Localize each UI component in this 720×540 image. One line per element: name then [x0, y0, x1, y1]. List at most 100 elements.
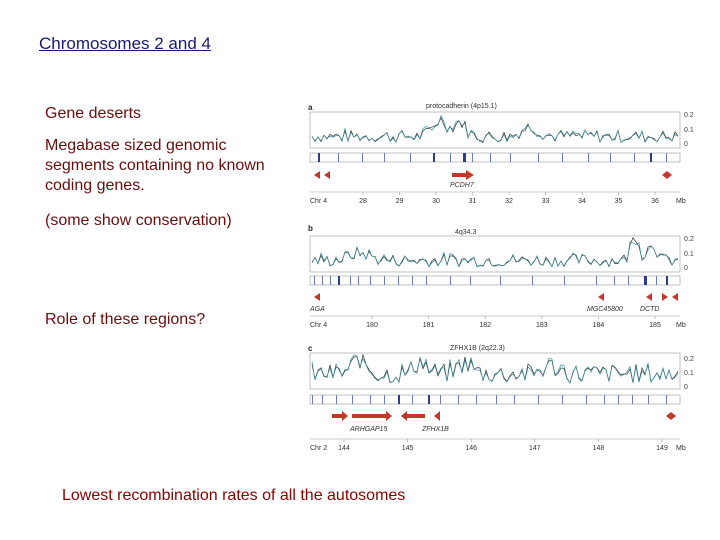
- gene-tick: [596, 276, 597, 285]
- panel-a-ytick-0.1: 0.1: [684, 127, 694, 134]
- gene-tick: [440, 395, 441, 404]
- panel-c-letter: c: [308, 344, 313, 353]
- gene-tick: [562, 395, 563, 404]
- bullet-role-question: Role of these regions?: [45, 311, 206, 328]
- panel-a-gene-track: [309, 152, 681, 163]
- axis-tick-label: 34: [578, 198, 586, 205]
- axis-tick-label: 147: [529, 445, 541, 452]
- gene-tick: [538, 395, 539, 404]
- axis-tick-label: 148: [593, 445, 605, 452]
- gene-tick: [450, 276, 451, 285]
- axis-tick-label: 146: [465, 445, 477, 452]
- arrow-left: [401, 411, 407, 421]
- gene-tick: [458, 395, 459, 404]
- arrow-left: [662, 171, 667, 179]
- pcdh7-gene-arrow: [452, 173, 466, 177]
- axis-tick-label: 35: [615, 198, 623, 205]
- arrow-right: [662, 293, 668, 301]
- panel-a-ytick-0: 0: [684, 141, 688, 148]
- gene-tick: [338, 276, 340, 285]
- gene-tick: [666, 395, 667, 404]
- gene-tick: [614, 276, 615, 285]
- panel-b-trace-teal: [311, 241, 679, 268]
- arrow-right: [466, 170, 474, 180]
- panel-c-unit: Mb: [676, 445, 686, 452]
- gene-tick: [472, 153, 473, 162]
- gene-tick: [398, 276, 399, 285]
- panel-b-ytick-0.1: 0.1: [684, 251, 694, 258]
- axis-tick-label: 183: [536, 322, 548, 329]
- panel-a-letter: a: [308, 103, 313, 112]
- panel-c: c ZFHX1B (2q22.3) 0.2 0.1 0 ARHGAP15 ZFH…: [308, 344, 694, 452]
- panel-c-ytick-0.1: 0.1: [684, 370, 694, 377]
- gene-tick: [632, 395, 633, 404]
- gene-tick: [398, 395, 400, 404]
- gene-tick: [490, 153, 491, 162]
- axis-tick-label: 31: [469, 198, 477, 205]
- gene-tick: [412, 276, 413, 285]
- gene-tick: [656, 276, 657, 285]
- gene-tick: [318, 153, 320, 162]
- arrow-left: [314, 171, 320, 179]
- panel-a-trace-teal: [311, 114, 679, 144]
- arrow-left: [434, 411, 440, 421]
- axis-tick-label: 144: [338, 445, 350, 452]
- gene-label-pcdh7: PCDH7: [450, 182, 475, 189]
- arrow-left: [314, 293, 320, 301]
- panel-a-unit: Mb: [676, 198, 686, 205]
- arrow-left: [646, 293, 652, 301]
- arrow-right: [672, 293, 678, 301]
- panel-c-trace-dark: [311, 353, 679, 384]
- panel-a-caption: protocadherin (4p15.1): [426, 103, 497, 110]
- gene-tick: [412, 395, 413, 404]
- panel-c-gene-track: [309, 394, 681, 405]
- panel-c-ytick-0: 0: [684, 384, 688, 391]
- gene-tick: [312, 395, 313, 404]
- gene-tick: [470, 276, 471, 285]
- gene-tick: [604, 395, 605, 404]
- panel-c-ytick-0.2: 0.2: [684, 356, 694, 363]
- gene-tick: [426, 276, 427, 285]
- gene-tick: [370, 276, 371, 285]
- gene-tick: [650, 153, 652, 162]
- gene-tick: [648, 395, 649, 404]
- panel-a: a protocadherin (4p15.1) 0.2 0.1 0 PCDH7…: [308, 103, 694, 205]
- panel-c-trace-teal: [311, 354, 679, 384]
- gene-tick: [618, 395, 619, 404]
- panel-b-plot-frame: [309, 235, 681, 273]
- gene-tick: [336, 395, 337, 404]
- bullet-gene-deserts: Gene deserts: [45, 105, 142, 122]
- panel-b-gene-track: [309, 275, 681, 286]
- panel-a-axis-ticks: 28 29 30 31 32 33 34 35 36: [359, 192, 659, 205]
- gene-label-mgc45800: MGC45800: [587, 306, 623, 313]
- gene-tick: [322, 395, 323, 404]
- gene-tick: [628, 276, 629, 285]
- gene-tick: [450, 153, 451, 162]
- zfhx1b-gene-arrow: [407, 414, 425, 418]
- arrow-shaft: [332, 414, 342, 418]
- gene-tick: [463, 153, 466, 162]
- gene-tick: [634, 153, 635, 162]
- gene-label-dctd: DCTD: [640, 306, 659, 313]
- gene-tick: [666, 276, 668, 285]
- axis-tick-label: 29: [396, 198, 404, 205]
- panel-b-ytick-0.2: 0.2: [684, 236, 694, 243]
- panel-c-plot-frame: [309, 352, 681, 390]
- panel-c-axis-ticks: 144 145 146 147 148 149: [338, 439, 668, 452]
- panel-a-gene-ticks: [318, 153, 667, 162]
- panel-b-unit: Mb: [676, 322, 686, 329]
- axis-tick-label: 184: [593, 322, 605, 329]
- gene-label-zfhx1b: ZFHX1B: [421, 426, 449, 433]
- bottom-statement: Lowest recombination rates of all the au…: [62, 487, 406, 504]
- gene-tick: [358, 276, 359, 285]
- panel-b-gene-ticks: [314, 276, 668, 285]
- panel-c-chr: Chr 2: [310, 445, 327, 452]
- panel-a-plot-frame: [309, 111, 681, 149]
- gene-tick: [510, 153, 511, 162]
- arhgap15-gene-arrow: [352, 414, 386, 418]
- gene-tick: [610, 153, 611, 162]
- bullet-conservation: (some show conservation): [45, 212, 232, 229]
- axis-tick-label: 182: [479, 322, 491, 329]
- gene-tick: [384, 153, 385, 162]
- gene-tick: [370, 395, 371, 404]
